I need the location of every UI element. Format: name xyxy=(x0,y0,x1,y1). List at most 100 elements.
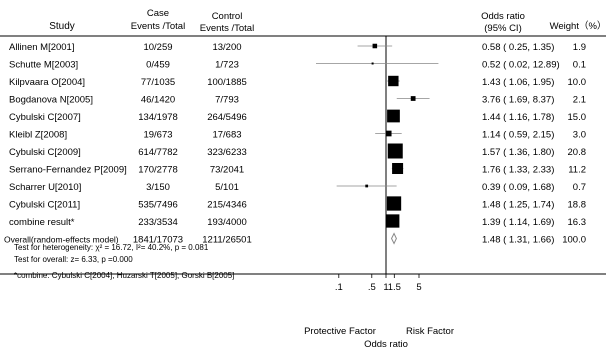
control-events: 215/4346 xyxy=(207,200,247,211)
weight-value: 0.1 xyxy=(573,60,586,71)
header-case-line1: Case xyxy=(147,8,169,19)
weight-value: 16.3 xyxy=(568,217,587,228)
header-study: Study xyxy=(49,21,75,32)
x-tick-label: 1.5 xyxy=(388,282,401,293)
case-events: 3/150 xyxy=(146,182,170,193)
label-protective-factor: Protective Factor xyxy=(304,326,376,337)
control-events: 7/793 xyxy=(215,95,239,106)
case-events: 19/673 xyxy=(143,130,172,141)
header-control-line1: Control xyxy=(212,11,243,22)
control-events: 193/4000 xyxy=(207,217,247,228)
study-row: Scharrer U[2010] 3/150 5/101 0.39 ( 0.09, 1… xyxy=(9,182,586,193)
study-name: Allinen M[2001] xyxy=(9,42,74,53)
case-events: 233/3534 xyxy=(138,217,178,228)
case-events: 134/1978 xyxy=(138,112,178,123)
odds-ratio-ci: 0.52 ( 0.02, 12.89) xyxy=(482,60,560,71)
study-name: Schutte M[2003] xyxy=(9,60,78,71)
control-events: 264/5496 xyxy=(207,112,247,123)
case-events: 170/2778 xyxy=(138,165,178,176)
weight-value: 15.0 xyxy=(568,112,587,123)
weight-value: 20.8 xyxy=(568,147,587,158)
label-risk-factor: Risk Factor xyxy=(406,326,454,337)
header-odds-ratio-line2: (95% CI) xyxy=(484,23,521,34)
footnote-heterogeneity: Test for heterogeneity: χ² = 16.72, I²= … xyxy=(14,243,209,252)
control-events: 5/101 xyxy=(215,182,239,193)
header-weight: Weight（%） xyxy=(550,20,606,32)
study-name: Scharrer U[2010] xyxy=(9,182,81,193)
control-events: 17/683 xyxy=(212,130,241,141)
footnote-combine: *combine: Cybulski C[2004], Huzarski T[2… xyxy=(14,271,234,280)
study-name: Kleibl Z[2008] xyxy=(9,130,67,141)
study-name: Bogdanova N[2005] xyxy=(9,95,93,106)
weight-value: 10.0 xyxy=(568,77,587,88)
case-events: 1841/17073 xyxy=(133,235,183,246)
weight-value: 100.0 xyxy=(562,235,586,246)
point-estimate-square xyxy=(410,96,416,101)
x-tick-label: .1 xyxy=(335,282,343,293)
point-estimate-square xyxy=(365,184,369,188)
footnote-overall-test: Test for overall: z= 6.33, p =0.000 xyxy=(14,255,133,264)
odds-ratio-ci: 1.14 ( 0.59, 2.15) xyxy=(482,130,554,141)
study-row: Cybulski C[2011] 535/7496 215/4346 1.48 ( 1… xyxy=(9,200,586,211)
odds-ratio-ci: 0.39 ( 0.09, 1.68) xyxy=(482,182,554,193)
x-tick-label: .5 xyxy=(368,282,376,293)
point-estimate-square xyxy=(392,162,404,175)
study-name: Overall(random-effects model) xyxy=(4,235,119,245)
header-odds-ratio-line1: Odds ratio xyxy=(481,11,525,22)
odds-ratio-ci: 1.48 ( 1.31, 1.66) xyxy=(482,235,554,246)
x-tick-label: 1 xyxy=(383,282,388,293)
case-events: 10/259 xyxy=(143,42,172,53)
odds-ratio-ci: 1.39 ( 1.14, 1.69) xyxy=(482,217,554,228)
study-row: Kleibl Z[2008] 19/673 17/683 1.14 ( 0.59, 2… xyxy=(9,130,586,141)
point-estimate-square xyxy=(386,214,400,228)
study-row: Kilpvaara O[2004] 77/1035 100/1885 1.43 ( 1… xyxy=(9,77,586,88)
odds-ratio-ci: 1.43 ( 1.06, 1.95) xyxy=(482,77,554,88)
study-row: Cybulski C[2007] 134/1978 264/5496 1.44 ( 1… xyxy=(9,112,586,123)
control-events: 100/1885 xyxy=(207,77,247,88)
point-estimate-square xyxy=(385,130,392,137)
case-events: 46/1420 xyxy=(141,95,175,106)
point-estimate-square xyxy=(387,109,400,123)
study-name: Serrano-Fernandez P[2009] xyxy=(9,165,127,176)
study-row: Allinen M[2001] 10/259 13/200 0.58 ( 0.25, … xyxy=(9,42,586,53)
case-events: 614/7782 xyxy=(138,147,178,158)
study-name: combine result* xyxy=(9,217,75,228)
header-control-line2: Events /Total xyxy=(200,23,254,34)
study-row: Cybulski C[2009] 614/7782 323/6233 1.57 ( 1… xyxy=(9,147,586,158)
study-name: Kilpvaara O[2004] xyxy=(9,77,85,88)
study-row: Bogdanova N[2005] 46/1420 7/793 3.76 ( 1.69… xyxy=(9,95,586,106)
study-name: Cybulski C[2007] xyxy=(9,112,81,123)
x-axis-label: Odds ratio xyxy=(364,339,408,349)
point-estimate-square xyxy=(372,43,378,49)
overall-row: Overall(random-effects model) 1841/17073 1… xyxy=(4,235,586,246)
odds-ratio-ci: 3.76 ( 1.69, 8.37) xyxy=(482,95,554,106)
x-tick-label: 5 xyxy=(416,282,421,293)
control-events: 1/723 xyxy=(215,60,239,71)
point-estimate-square xyxy=(386,196,402,211)
weight-value: 0.7 xyxy=(573,182,586,193)
odds-ratio-ci: 1.44 ( 1.16, 1.78) xyxy=(482,112,554,123)
study-name: Cybulski C[2011] xyxy=(9,200,80,211)
point-estimate-square xyxy=(388,75,399,87)
study-row: Schutte M[2003] 0/459 1/723 0.52 ( 0.02, 12… xyxy=(9,60,586,71)
weight-value: 1.9 xyxy=(573,42,586,53)
weight-value: 11.2 xyxy=(568,165,586,176)
weight-value: 2.1 xyxy=(573,95,586,106)
point-estimate-square xyxy=(387,143,403,159)
odds-ratio-ci: 1.76 ( 1.33, 2.33) xyxy=(482,165,554,176)
control-events: 323/6233 xyxy=(207,147,247,158)
case-events: 77/1035 xyxy=(141,77,175,88)
control-events: 13/200 xyxy=(212,42,241,53)
weight-value: 3.0 xyxy=(573,130,586,141)
control-events: 73/2041 xyxy=(210,165,244,176)
weight-value: 18.8 xyxy=(568,200,587,211)
study-name: Cybulski C[2009] xyxy=(9,147,81,158)
odds-ratio-ci: 1.48 ( 1.25, 1.74) xyxy=(482,200,554,211)
case-events: 535/7496 xyxy=(138,200,178,211)
odds-ratio-ci: 1.57 ( 1.36, 1.80) xyxy=(482,147,554,158)
study-row: combine result* 233/3534 193/4000 1.39 ( 1.… xyxy=(9,217,586,228)
case-events: 0/459 xyxy=(146,60,170,71)
control-events: 1211/26501 xyxy=(202,235,252,246)
header-case-line2: Events /Total xyxy=(131,21,185,32)
